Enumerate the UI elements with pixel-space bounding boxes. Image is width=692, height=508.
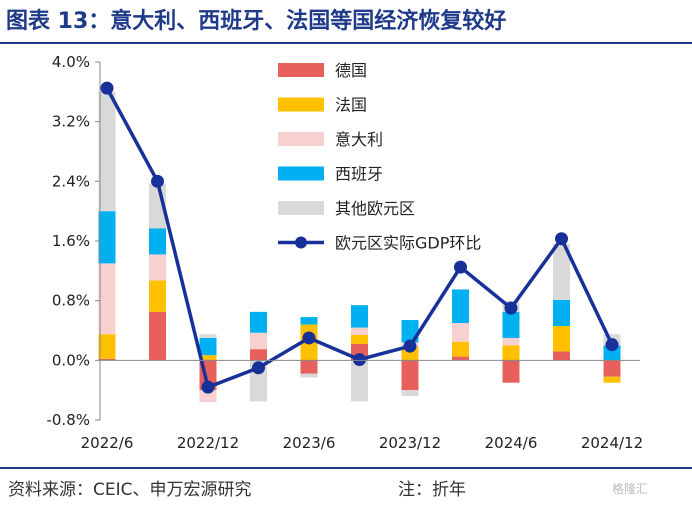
bar-segment-france [452, 341, 469, 357]
bar-segment-france [199, 355, 217, 361]
x-tick-label: 2023/6 [283, 434, 336, 452]
footer-divider [0, 467, 692, 469]
bar-segment-other [351, 360, 368, 402]
bar-segment-germany [553, 351, 570, 361]
bar-segment-france [98, 334, 116, 359]
legend-swatch-spain [278, 166, 324, 181]
annualized-note: 注：折年 [398, 480, 466, 500]
bar-segment-spain [553, 299, 570, 327]
legend-swatch-italy [278, 132, 324, 146]
bar-segment-other [401, 390, 419, 397]
bar-segment-germany [603, 360, 621, 377]
gdp-point [100, 81, 114, 95]
bar-segment-france [149, 280, 166, 312]
bar-segment-spain [452, 289, 469, 324]
legend-label: 欧元区实际GDP环比 [335, 234, 481, 253]
y-tick-label: 4.0% [52, 53, 90, 71]
bar-segment-germany [401, 360, 419, 391]
gdp-point [403, 339, 417, 353]
x-tick-label: 2024/6 [485, 434, 538, 452]
bar-segment-spain [300, 317, 318, 325]
bar-segment-other [98, 91, 116, 212]
gdp-point [353, 353, 366, 367]
legend-swatch-france [278, 97, 324, 112]
bar-segment-other [553, 243, 570, 300]
bar-segment-italy [250, 332, 267, 350]
y-tick-label: -0.8% [46, 411, 90, 429]
legend-line-marker [295, 236, 307, 249]
legend-label: 法国 [335, 96, 367, 115]
bar-segment-spain [98, 211, 116, 264]
bar-segment-france [603, 376, 621, 383]
bar-segment-other [300, 373, 318, 378]
bar-segment-italy [452, 323, 469, 342]
bar-segment-germany [300, 360, 318, 374]
x-tick-label: 2023/12 [379, 434, 441, 452]
legend-label: 西班牙 [335, 165, 383, 184]
y-tick-label: 2.4% [52, 172, 90, 190]
bar-segment-spain [149, 228, 166, 255]
chart-title: 图表 13：意大利、西班牙、法国等国经济恢复较好 [6, 9, 507, 34]
legend-swatch-other [278, 201, 324, 215]
gdp-point [555, 232, 568, 246]
gdp-point [454, 260, 467, 274]
x-tick-label: 2022/12 [177, 434, 239, 452]
legend-label: 其他欧元区 [335, 199, 415, 218]
y-tick-label: 3.2% [52, 113, 90, 131]
bar-segment-italy [149, 254, 166, 281]
legend-label: 意大利 [335, 130, 383, 149]
gdp-point [302, 331, 316, 345]
source-note: 资料来源：CEIC、申万宏源研究 [8, 480, 252, 500]
bar-segment-france [502, 345, 520, 361]
legend-label: 德国 [335, 61, 367, 80]
bar-segment-france [553, 326, 570, 352]
bar-segment-germany [98, 358, 116, 361]
gdp-point [201, 380, 215, 394]
bar-segment-germany [149, 311, 166, 361]
gdp-point [605, 338, 619, 352]
bar-segment-italy [351, 327, 368, 335]
bar-segment-spain [351, 305, 368, 328]
y-tick-label: 0.8% [52, 292, 90, 310]
gdp-point [252, 361, 265, 375]
bar-segment-france [351, 334, 368, 344]
bar-segment-germany [452, 356, 469, 361]
bar-segment-italy [199, 390, 217, 403]
x-tick-label: 2024/12 [581, 434, 643, 452]
legend-swatch-germany [278, 63, 324, 77]
bar-segment-italy [98, 263, 116, 335]
watermark: 格隆汇 [612, 482, 649, 496]
bar-segment-germany [502, 360, 520, 383]
y-tick-label: 0.0% [52, 351, 90, 369]
bar-segment-spain [199, 337, 217, 356]
bar-segment-spain [250, 311, 267, 333]
gdp-point [151, 174, 164, 188]
bar-segment-germany [250, 349, 267, 361]
gdp-point [504, 301, 518, 315]
y-tick-label: 1.6% [52, 232, 90, 250]
bar-segment-other [199, 334, 217, 338]
bar-segment-italy [502, 337, 520, 346]
x-tick-label: 2022/6 [81, 434, 134, 452]
title-divider [0, 42, 692, 44]
bar-segment-spain [502, 311, 520, 338]
